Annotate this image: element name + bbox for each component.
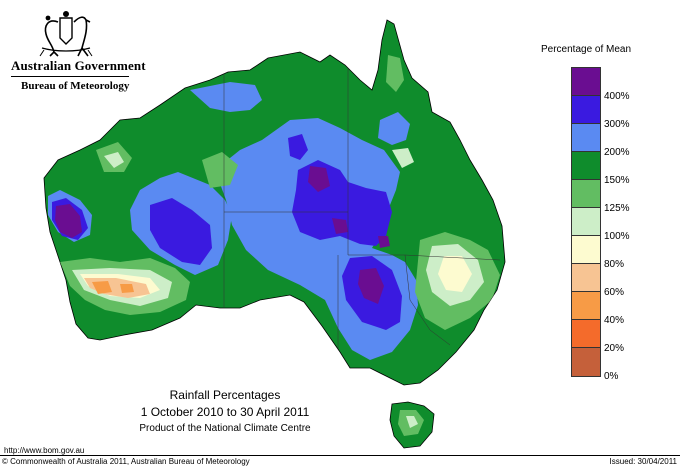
legend-color-bar <box>571 67 601 377</box>
state-borders <box>223 60 501 360</box>
legend-label: 150% <box>604 175 630 186</box>
legend-title: Percentage of Mean <box>541 44 632 55</box>
legend-label: 80% <box>604 259 625 270</box>
legend-label: 100% <box>604 231 630 242</box>
legend-swatch-60 <box>572 264 600 292</box>
government-title: Australian Government <box>11 58 146 73</box>
footer-url-link[interactable]: http://www.bom.gov.au <box>4 446 85 455</box>
legend-swatch-20 <box>572 320 600 348</box>
legend-swatch-100 <box>572 208 600 236</box>
header-divider <box>11 76 129 77</box>
legend-label: 400% <box>604 91 630 102</box>
footer-divider <box>0 455 680 456</box>
map-credit: Product of the National Climate Centre <box>139 423 311 434</box>
legend-swatch-40 <box>572 292 600 320</box>
legend-label: 20% <box>604 343 625 354</box>
legend-label: 200% <box>604 147 630 158</box>
legend-swatch-400 <box>572 68 600 96</box>
legend-swatch-150 <box>572 152 600 180</box>
map-title: Rainfall Percentages <box>169 388 281 402</box>
legend-swatch-80 <box>572 236 600 264</box>
legend-swatch-0 <box>572 348 600 376</box>
legend-label: 125% <box>604 203 630 214</box>
tasmania <box>389 401 435 449</box>
region-over-400-percent <box>55 166 390 304</box>
legend-label: 300% <box>604 119 630 130</box>
coat-of-arms-icon <box>39 11 93 57</box>
legend-label: 60% <box>604 287 625 298</box>
legend-swatch-300 <box>572 96 600 124</box>
legend-label: 0% <box>604 371 619 382</box>
footer-copyright: © Commonwealth of Australia 2011, Austra… <box>2 457 250 466</box>
bureau-title: Bureau of Meteorology <box>21 80 130 92</box>
legend-swatch-125 <box>572 180 600 208</box>
legend-label: 40% <box>604 315 625 326</box>
map-date-range: 1 October 2010 to 30 April 2011 <box>140 405 310 419</box>
region-40-60-percent <box>92 281 134 294</box>
footer-issued-date: Issued: 30/04/2011 <box>609 457 677 466</box>
legend-swatch-200 <box>572 124 600 152</box>
